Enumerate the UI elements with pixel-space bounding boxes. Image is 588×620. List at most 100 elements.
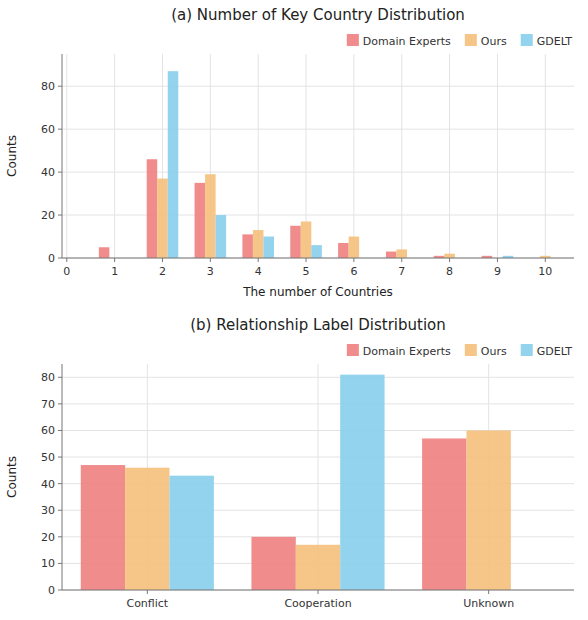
x-tick-label: Conflict: [126, 597, 168, 610]
bar: [170, 476, 214, 590]
bar-series: [168, 71, 513, 258]
y-tick: [58, 563, 62, 564]
x-tick-label: 2: [159, 265, 166, 278]
x-tick-label: 10: [538, 265, 552, 278]
bar: [99, 247, 110, 258]
y-axis-line: [62, 54, 63, 258]
chart-title: (b) Relationship Label Distribution: [190, 316, 446, 334]
x-tick-label: 3: [207, 265, 214, 278]
bar: [296, 545, 340, 590]
bar-series: [99, 159, 492, 258]
x-tick: [162, 258, 163, 262]
bar: [263, 237, 274, 258]
legend-swatch: [521, 344, 533, 356]
x-tick-label: 1: [111, 265, 118, 278]
bar: [157, 179, 168, 258]
bars: [81, 375, 511, 590]
y-tick: [58, 86, 62, 87]
bar: [311, 245, 322, 258]
legend-label: Domain Experts: [363, 345, 451, 358]
bar: [466, 430, 510, 590]
grid: [62, 54, 574, 258]
x-ticks: ConflictCooperationUnknown: [126, 590, 514, 610]
x-grid-line: [497, 54, 498, 258]
x-tick: [401, 258, 402, 262]
x-grid-line: [353, 54, 354, 258]
y-tick: [58, 215, 62, 216]
bar: [205, 174, 216, 258]
bar: [147, 159, 158, 258]
legend-swatch: [347, 344, 359, 356]
x-tick: [353, 258, 354, 262]
y-axis-line: [62, 364, 63, 590]
y-tick-label: 10: [41, 557, 55, 570]
y-tick-label: 0: [48, 252, 55, 265]
bar: [253, 230, 264, 258]
x-grid-line: [258, 54, 259, 258]
legend: Domain ExpertsOursGDELT: [347, 34, 572, 48]
y-tick-label: 60: [41, 123, 55, 136]
bar: [349, 237, 360, 258]
y-tick-label: 70: [41, 398, 55, 411]
x-tick-label: 7: [398, 265, 405, 278]
x-tick: [114, 258, 115, 262]
y-tick-label: 20: [41, 209, 55, 222]
x-tick-label: 8: [446, 265, 453, 278]
legend-swatch: [465, 344, 477, 356]
bar: [396, 249, 407, 258]
x-tick: [497, 258, 498, 262]
figure: (a) Number of Key Country Distribution 0 2…: [0, 0, 588, 620]
y-tick: [58, 430, 62, 431]
y-tick: [58, 129, 62, 130]
y-tick: [58, 403, 62, 404]
y-tick: [58, 510, 62, 511]
bar: [125, 468, 169, 590]
x-tick-label: 4: [255, 265, 262, 278]
bar-series: [81, 438, 467, 590]
x-tick: [318, 590, 319, 594]
y-tick: [58, 377, 62, 378]
bar: [444, 254, 455, 258]
y-tick-label: 60: [41, 424, 55, 437]
bar: [195, 183, 206, 258]
x-tick-label: 5: [303, 265, 310, 278]
bar: [81, 465, 125, 590]
y-tick-label: 40: [41, 478, 55, 491]
x-grid-line: [66, 54, 67, 258]
bar: [386, 252, 397, 258]
y-tick-label: 40: [41, 166, 55, 179]
chart-title: (a) Number of Key Country Distribution: [171, 6, 465, 24]
bar: [168, 71, 179, 258]
x-tick: [545, 258, 546, 262]
y-axis-label: Counts: [5, 456, 19, 498]
y-tick-label: 30: [41, 504, 55, 517]
legend-swatch: [465, 34, 477, 46]
y-tick: [58, 483, 62, 484]
x-grid-line: [449, 54, 450, 258]
chart-panel: (a) Number of Key Country Distribution 0 2…: [5, 6, 574, 299]
y-axis-label: Counts: [5, 135, 19, 177]
y-tick: [58, 536, 62, 537]
x-tick-label: 0: [63, 265, 70, 278]
y-ticks: 020406080: [41, 80, 62, 265]
x-tick: [258, 258, 259, 262]
x-tick-label: Cooperation: [284, 597, 351, 610]
bar-series: [157, 174, 550, 258]
y-tick-label: 50: [41, 451, 55, 464]
x-grid-line: [114, 54, 115, 258]
y-ticks: 01020304050607080: [41, 371, 62, 597]
bar: [290, 226, 301, 258]
x-tick: [66, 258, 67, 262]
legend-label: Ours: [481, 35, 507, 48]
legend-label: GDELT: [537, 345, 573, 358]
y-tick: [58, 457, 62, 458]
grid: [62, 364, 574, 590]
bar-series: [170, 375, 385, 590]
y-tick: [58, 258, 62, 259]
y-tick-label: 80: [41, 371, 55, 384]
bar: [338, 243, 349, 258]
x-grid-line: [545, 54, 546, 258]
bar: [216, 215, 227, 258]
legend-label: Domain Experts: [363, 35, 451, 48]
legend: Domain ExpertsOursGDELT: [347, 344, 572, 358]
